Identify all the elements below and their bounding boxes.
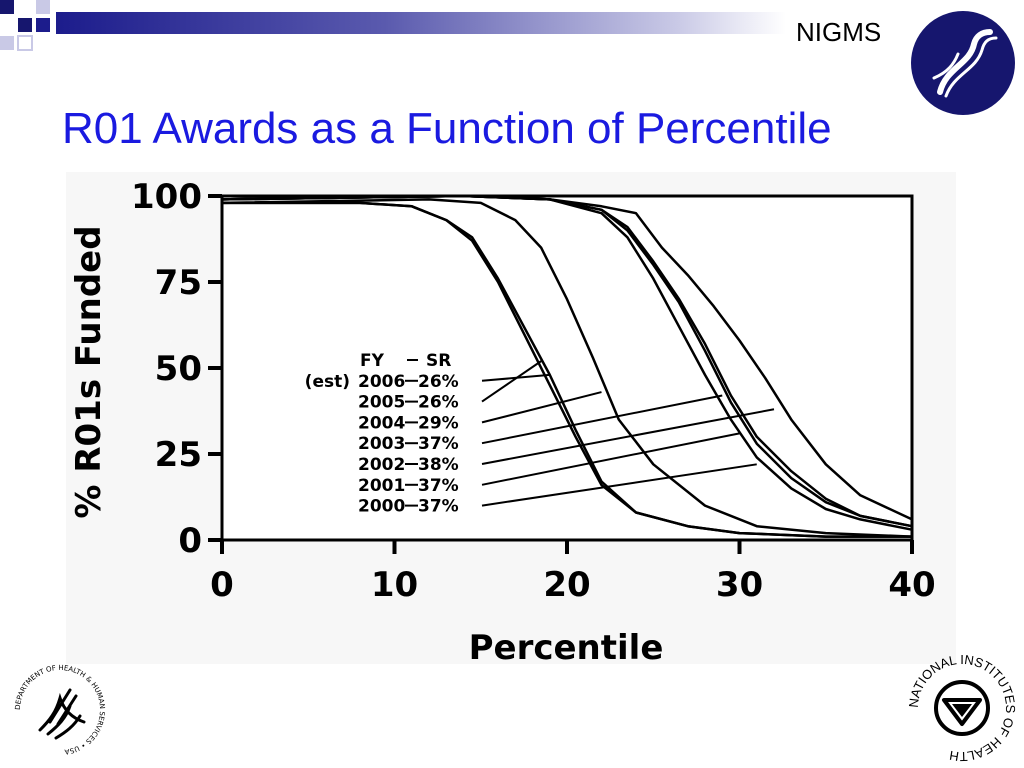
chart-area: 0 10 20 30 40 0 25 50 75 100 FY SR (est) 2006 26% 2005… [66,172,956,664]
legend-year: 2004 [358,413,405,433]
legend-header-sr: SR [426,351,451,371]
x-tick-label: 30 [716,565,763,605]
legend-year: 2001 [358,476,405,496]
legend-est-note: (est) [305,372,350,392]
legend-leader-2005 [481,360,542,403]
funding-curve-chart: 0 10 20 30 40 0 25 50 75 100 FY SR (est) 2006 26% 2005… [66,172,956,664]
y-tick-label: 75 [155,263,202,303]
legend-leader-2002 [481,408,775,465]
legend-year: 2006 [358,372,405,392]
x-tick-label: 20 [543,565,590,605]
org-name: NIGMS [796,17,882,47]
corner-squares-decoration [0,0,50,51]
legend-leader-2004 [481,391,602,424]
x-tick-label: 10 [371,565,418,605]
legend-sr: 37% [418,497,459,517]
legend-leader-2000 [481,463,757,507]
series-line-2000 [221,194,913,531]
x-tick-label: 0 [210,565,234,605]
legend-header-fy: FY [360,351,385,371]
header-bar [56,12,786,34]
hhs-seal: DEPARTMENT OF HEALTH & HUMAN SERVICES • … [14,664,106,756]
legend-year: 2003 [358,434,405,454]
y-tick-label: 25 [155,435,202,475]
legend-sr: 37% [418,476,459,496]
hhs-seal-text: DEPARTMENT OF HEALTH & HUMAN SERVICES • … [14,664,106,756]
legend-year: 2002 [358,455,405,475]
y-tick-label: 0 [178,521,202,561]
plot-frame [220,194,914,542]
x-tick-label: 40 [888,565,935,605]
legend-year: 2005 [358,393,405,413]
series-line-2004 [221,198,913,538]
slide-title: R01 Awards as a Function of Percentile [62,104,832,153]
legend-sr: 26% [418,372,459,392]
legend-sr: 29% [418,413,459,433]
legend-leader-2001 [481,432,740,486]
y-tick-label: 50 [155,349,202,389]
nigms-logo [911,11,1015,115]
legend-sr: 37% [418,434,459,454]
y-axis-title: % R01s Funded [69,225,109,518]
legend-sr: 38% [418,455,459,475]
x-axis-title: Percentile [469,628,664,664]
legend-sr: 26% [418,393,459,413]
series-line-2005 [222,201,912,538]
legend-year: 2000 [358,497,405,517]
nih-seal: NATIONAL INSTITUTES OF HEALTH [906,652,1018,764]
y-tick-label: 100 [131,177,202,217]
svg-text:DEPARTMENT OF HEALTH & HUMAN S: DEPARTMENT OF HEALTH & HUMAN SERVICES • … [14,664,106,756]
legend-leader-2003 [481,394,723,445]
